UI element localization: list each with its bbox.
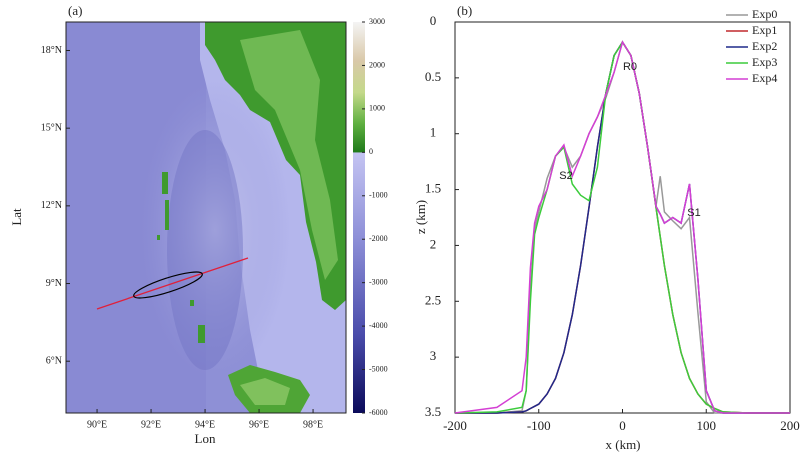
legend-label: Exp3 [752,55,777,69]
colorbar-tick-label: 2000 [369,60,385,69]
y-tick-label: 6°N [46,356,62,367]
x-tick-label: 92°E [141,419,161,430]
colorbar-tick-label: -4000 [369,321,388,330]
y-tick-label: 0 [430,13,437,28]
y-tick-label: 3 [430,348,437,363]
annotation: S2 [559,170,572,182]
y-tick-label: 18°N [41,45,62,56]
y-tick-label: 12°N [41,200,62,211]
annotation: S1 [687,207,700,219]
y-tick-label: 9°N [46,278,62,289]
y-tick-label: 2.5 [425,292,441,307]
panel-label: (a) [68,3,82,18]
profile-line [455,42,790,413]
y-axis-label: z (km) [413,200,428,234]
legend-label: Exp2 [752,39,777,53]
x-tick-label: 98°E [303,419,323,430]
colorbar-tick-label: 0 [369,147,373,156]
colorbar-tick-label: -2000 [369,234,388,243]
colorbar [353,22,365,413]
legend-label: Exp0 [752,7,777,21]
profile-line [455,42,790,413]
x-tick-label: -100 [527,418,551,433]
legend-label: Exp4 [752,71,777,85]
x-tick-label: -200 [443,418,467,433]
annotation: R0 [623,61,637,73]
y-tick-label: 3.5 [425,404,441,419]
profile-line [455,42,790,413]
x-axis-label: Lon [195,431,216,446]
colorbar-tick-label: -6000 [369,408,388,417]
y-tick-label: 1.5 [425,181,441,196]
y-axis-label: Lat [9,208,24,226]
y-tick-label: 1 [430,125,437,140]
x-tick-label: 200 [780,418,800,433]
y-tick-label: 2 [430,236,437,251]
x-tick-label: 94°E [195,419,215,430]
panel-label: (b) [457,3,472,18]
profile-line [455,42,790,413]
x-axis-label: x (km) [605,437,640,452]
x-tick-label: 100 [697,418,717,433]
map-image [66,22,346,413]
x-tick-label: 96°E [249,419,269,430]
plot-frame [455,22,790,413]
colorbar-tick-label: -3000 [369,277,388,286]
figure: (a) (b) Lon Lat x (km) z (km) 90°E 92°E 94… [0,0,803,454]
x-tick-label: 90°E [87,419,107,430]
legend-label: Exp1 [752,23,777,37]
colorbar-tick-label: 3000 [369,17,385,26]
y-tick-label: 0.5 [425,69,441,84]
profile-line [455,42,790,413]
y-tick-label: 15°N [41,122,62,133]
colorbar-tick-label: 1000 [369,104,385,113]
colorbar-tick-label: -1000 [369,191,388,200]
colorbar-tick-label: -5000 [369,364,388,373]
x-tick-label: 0 [619,418,626,433]
